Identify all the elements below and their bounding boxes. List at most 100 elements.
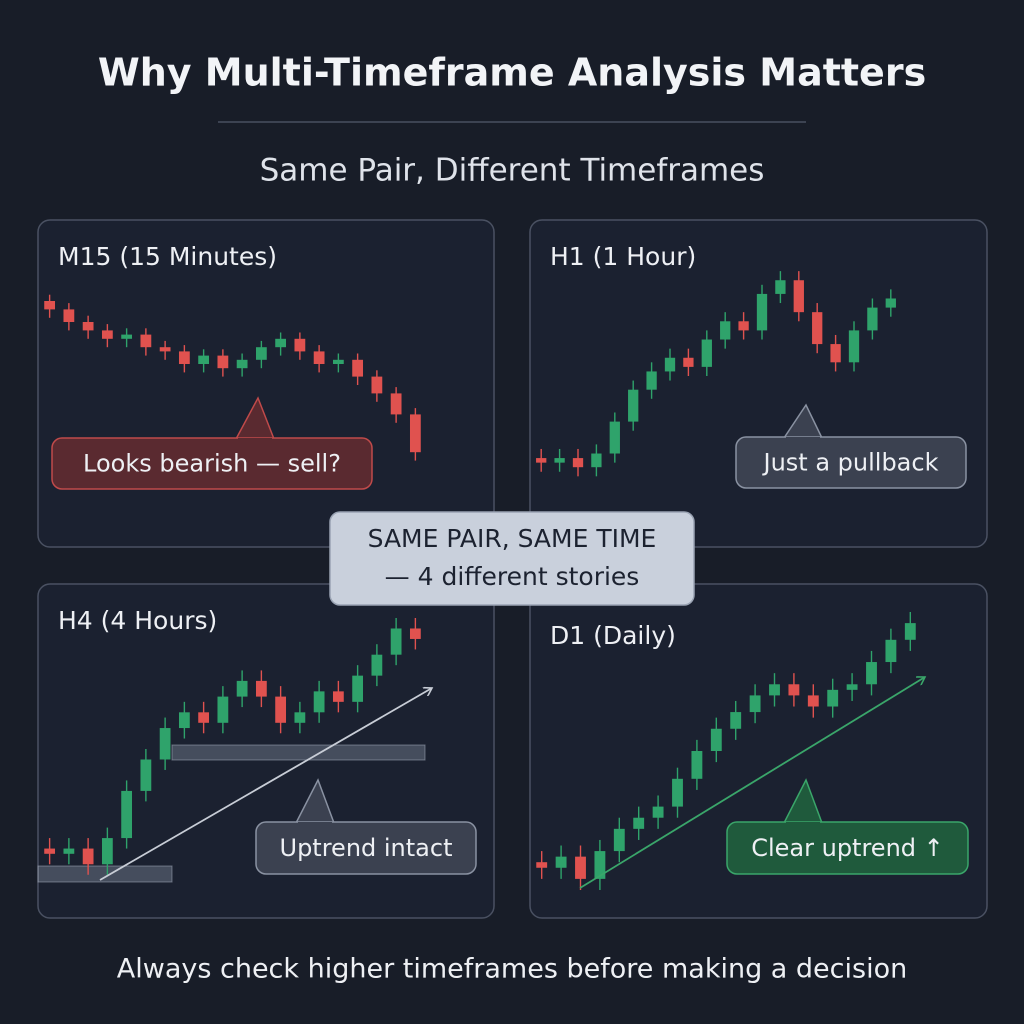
callout-text: Uptrend intact <box>280 834 453 862</box>
callout-text: Clear uptrend ↑ <box>751 834 944 862</box>
candle-body <box>159 347 171 352</box>
candle-body <box>591 453 602 468</box>
candle-body <box>178 712 190 729</box>
candle-body <box>44 848 56 854</box>
candle-body <box>236 680 248 697</box>
candle-body <box>652 806 664 818</box>
candle-body <box>730 712 742 729</box>
candle-body <box>827 689 839 707</box>
candle-body <box>793 280 804 313</box>
candle-body <box>371 376 383 394</box>
candle-body <box>121 790 133 839</box>
candle-body <box>255 680 267 697</box>
candle-body <box>554 458 565 463</box>
candle-body <box>63 848 75 854</box>
candle-body <box>710 728 722 751</box>
candle-body <box>775 280 786 294</box>
candle-body <box>572 458 584 468</box>
candle-body <box>830 344 841 363</box>
candle-body <box>294 712 306 723</box>
support-zone <box>171 744 426 761</box>
callout-box <box>51 437 373 490</box>
candle-body <box>236 359 248 369</box>
candle-body <box>313 351 325 364</box>
candle-body <box>294 338 306 352</box>
candle-body <box>812 312 823 345</box>
candle-body <box>178 351 190 364</box>
candle-body <box>807 695 819 707</box>
candle-body <box>664 357 676 372</box>
candle-body <box>275 696 287 723</box>
callout-seam <box>786 822 820 825</box>
candle-body <box>536 458 547 463</box>
candle-body <box>140 334 152 348</box>
candle-body <box>371 654 383 676</box>
candle-body <box>769 684 780 696</box>
candle-body <box>121 334 133 339</box>
candle-body <box>159 728 171 760</box>
callout-box <box>255 821 477 875</box>
candle-body <box>594 851 606 879</box>
panel-title: H4 (4 Hours) <box>58 606 217 635</box>
candle-body <box>44 301 56 310</box>
candle-body <box>140 759 152 791</box>
candle-body <box>904 623 916 640</box>
candle-body <box>332 359 344 364</box>
candle-body <box>633 817 645 829</box>
candle-body <box>691 751 703 779</box>
candle-body <box>198 712 210 723</box>
candle-body <box>101 838 113 865</box>
candle-body <box>217 696 229 723</box>
panel-title: D1 (Daily) <box>550 621 676 650</box>
candle-body <box>409 414 421 453</box>
candle-body <box>555 856 567 868</box>
candle-body <box>867 307 878 331</box>
candle-body <box>217 355 229 369</box>
candle-body <box>749 695 761 713</box>
candle-body <box>352 359 364 377</box>
title: Why Multi-Timeframe Analysis Matters <box>98 51 926 95</box>
candle-body <box>848 330 860 363</box>
callout-seam <box>238 438 272 441</box>
candle-body <box>198 355 210 364</box>
candle-body <box>613 828 625 852</box>
candle-body <box>390 628 402 655</box>
panel-title: M15 (15 Minutes) <box>58 242 277 271</box>
candle-body <box>646 371 657 390</box>
center-note-line: — 4 different stories <box>385 562 640 591</box>
callout-seam <box>298 822 332 825</box>
candle-body <box>409 628 421 639</box>
candle-body <box>255 347 267 360</box>
callout-text: Just a pullback <box>762 449 939 477</box>
candle-body <box>788 684 800 696</box>
candle-body <box>82 848 94 865</box>
candle-body <box>609 421 620 454</box>
candle-body <box>575 856 586 879</box>
subtitle: Same Pair, Different Timeframes <box>260 153 765 189</box>
candle-body <box>332 691 344 702</box>
candle-body <box>628 389 639 422</box>
candle-body <box>756 293 768 331</box>
callout-text: Looks bearish — sell? <box>83 450 341 478</box>
candle-body <box>866 662 877 685</box>
support-zone <box>37 865 173 883</box>
candle-body <box>390 393 402 415</box>
callout-seam <box>786 437 820 440</box>
candle-body <box>885 639 897 663</box>
candle-body <box>352 675 364 702</box>
center-note-box <box>329 511 695 606</box>
candle-body <box>275 338 287 348</box>
candle-body <box>101 330 113 339</box>
trend-arrow <box>99 688 432 881</box>
candle-body <box>536 862 548 868</box>
candle-body <box>683 357 694 367</box>
callout-box <box>726 821 969 875</box>
trend-arrow <box>579 677 925 889</box>
candle-body <box>82 322 94 331</box>
footer: Always check higher timeframes before ma… <box>117 954 907 985</box>
candle-body <box>63 309 75 322</box>
candle-body <box>846 684 858 690</box>
candle-body <box>720 321 731 340</box>
candle-body <box>701 339 712 367</box>
